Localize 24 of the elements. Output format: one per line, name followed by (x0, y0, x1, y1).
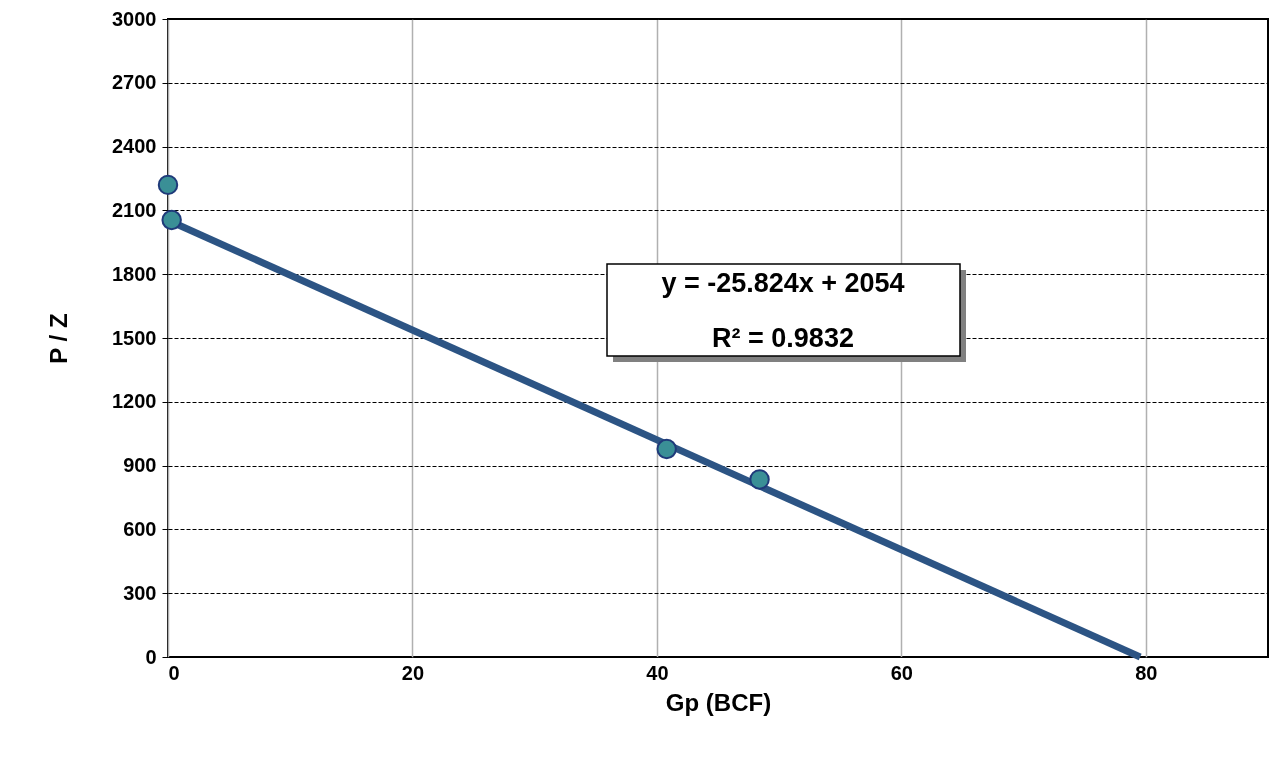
y-tick-label: 1800 (112, 262, 157, 285)
x-tick-label: 20 (401, 661, 425, 684)
y-tick-label: 3000 (112, 7, 157, 30)
point (157, 174, 179, 196)
x-tick-label: 80 (1135, 661, 1158, 684)
y-tick-label: 1200 (112, 390, 157, 413)
x-tick-label: 0 (168, 661, 180, 684)
y-tick-label: 2700 (112, 71, 157, 94)
y-tick-label: 1500 (112, 326, 157, 349)
y-tick-label: 600 (123, 517, 157, 540)
x-tick-label: 60 (890, 661, 913, 684)
y-tick-label: 2100 (112, 198, 157, 221)
x-axis-title: Gp (BCF) (665, 688, 772, 716)
point (161, 209, 182, 231)
y-tick-label: 0 (145, 645, 157, 668)
point (656, 438, 677, 460)
x-tick-label: 40 (646, 661, 669, 684)
annotation: y = -25.824x + 2054 (661, 268, 905, 298)
annotation: R² = 0.9832 (712, 323, 854, 353)
y-tick-label: 300 (123, 581, 157, 604)
y-axis-title: P / Z (45, 313, 73, 364)
point (749, 469, 770, 490)
y-tick-label: 2400 (112, 135, 157, 158)
y-tick-label: 900 (123, 454, 157, 477)
